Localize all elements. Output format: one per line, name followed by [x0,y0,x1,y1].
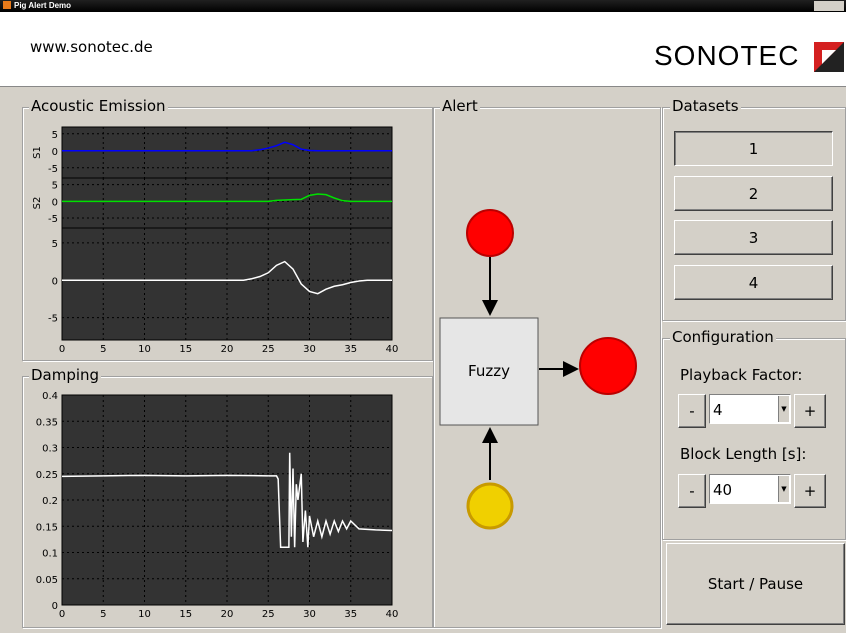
x-tick-label: 40 [386,344,399,355]
select-value: 4 [713,401,723,419]
x-tick-label: 15 [179,344,192,355]
acoustic-panel [22,107,433,361]
y-tick-label: 0.35 [36,417,58,428]
url[interactable]: www.sonotec.de [30,38,153,56]
x-tick-label: 20 [221,344,234,355]
x-tick-label: 10 [138,609,151,620]
x-tick-label: 5 [100,344,106,355]
input-indicator [466,209,514,257]
x-tick-label: 30 [303,609,316,620]
block-select[interactable]: 40 ▼ [709,474,791,504]
series-line [62,260,392,295]
fuzzy-label: Fuzzy [468,362,510,380]
damping-panel [22,376,433,628]
panel-title: Datasets [670,97,741,115]
select-value: 40 [713,481,733,499]
x-tick-label: 5 [100,609,106,620]
minus-button[interactable]: - [678,474,706,508]
y-tick-label: 0.05 [36,575,58,586]
title-bar: Pig Alert Demo [0,0,846,12]
plus-button[interactable]: + [794,394,826,428]
y-tick-label: 5 [52,239,58,250]
x-tick-label: 10 [138,344,151,355]
select-arrow[interactable]: ▼ [778,476,789,502]
alert-panel [433,107,661,628]
app-icon [3,1,11,9]
y-tick-label: 0.4 [42,391,58,402]
x-tick-label: 40 [386,609,399,620]
y-tick-label: -5 [48,314,58,325]
panel-title: Alert [440,97,480,115]
block-label: Block Length [s]: [680,445,807,463]
y-tick-label: 0.15 [36,522,58,533]
y-tick-label: 0 [52,147,58,158]
select-arrow[interactable]: ▼ [778,396,789,422]
input-indicator [466,482,514,530]
x-tick-label: 25 [262,609,275,620]
playback-select[interactable]: 4 ▼ [709,394,791,424]
y-tick-label: 0 [52,197,58,208]
y-tick-label: 0.1 [42,549,58,560]
y-tick-label: 0.25 [36,470,58,481]
x-tick-label: 30 [303,344,316,355]
playback-label: Playback Factor: [680,366,803,384]
y-tick-label: 0 [52,276,58,287]
dataset-button[interactable]: 2 [674,176,833,211]
series-line [61,452,393,548]
fuzzy-box [439,317,539,426]
x-tick-label: 25 [262,344,275,355]
window-title: Pig Alert Demo [14,1,72,10]
series-line [62,193,392,203]
dataset-button[interactable]: 1 [674,131,833,166]
series-line [62,141,392,152]
x-tick-label: 35 [344,344,357,355]
y-tick-label: 5 [52,130,58,141]
header: www.sonotec.de SONOTEC [0,12,846,87]
y-tick-label: 0.3 [42,444,58,455]
plus-button[interactable]: + [794,474,826,508]
panel-title: Acoustic Emission [29,97,168,115]
minus-button[interactable]: - [678,394,706,428]
x-tick-label: 15 [179,609,192,620]
x-tick-label: 35 [344,609,357,620]
output-indicator [579,337,637,395]
panel-title: Configuration [670,328,776,346]
y-axis-label: S1 [32,146,43,159]
y-tick-label: 5 [52,181,58,192]
y-tick-label: -5 [48,164,58,175]
x-tick-label: 0 [59,344,65,355]
y-tick-label: 0 [52,601,58,612]
panel-title: Damping [29,366,102,384]
logo-text: SONOTEC [654,40,800,71]
window-controls[interactable] [814,1,844,11]
y-tick-label: 0.2 [42,496,58,507]
dataset-button[interactable]: 3 [674,220,833,255]
y-tick-label: -5 [48,214,58,225]
dataset-button[interactable]: 4 [674,265,833,300]
x-tick-label: 0 [59,609,65,620]
y-axis-label: S2 [32,197,43,210]
logo-icon [814,42,844,72]
x-tick-label: 20 [221,609,234,620]
start-pause-button[interactable]: Start / Pause [666,543,845,625]
